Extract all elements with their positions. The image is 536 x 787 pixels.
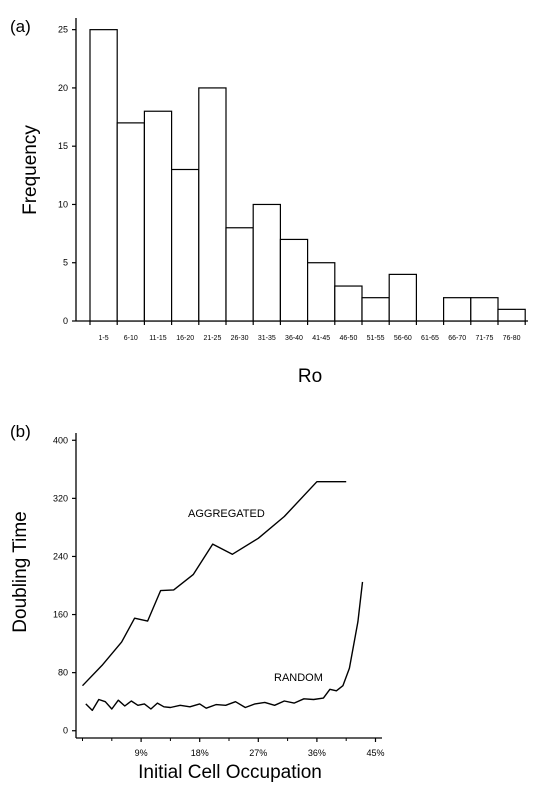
panel-b-x-tick-label: 18% (191, 748, 209, 758)
panel-a-y-tick-label: 25 (58, 25, 68, 35)
panel-a-bar-chart: (a) Frequency Ro 0 5 10 15 20 25 1-5 6-10 11-15… (10, 17, 528, 387)
series-line-random (85, 581, 364, 712)
bar-31-35 (252, 203, 281, 322)
panel-a-x-tick-label: 1-5 (99, 335, 109, 342)
panel-a-x-tick-label: 26-30 (231, 335, 249, 342)
panel-a-label: (a) (10, 17, 31, 36)
panel-a-x-tick-label: 16-20 (176, 335, 194, 342)
panel-a-x-tick-label: 31-35 (258, 335, 276, 342)
bar-56-60 (388, 273, 418, 322)
bar-26-30 (225, 227, 254, 322)
panel-b-y-tick-label: 320 (53, 493, 68, 503)
panel-b-x-tick-label: 36% (308, 748, 326, 758)
bar-16-20 (171, 168, 200, 322)
panel-b-y-tick-label: 240 (53, 551, 68, 561)
series-label-random: RANDOM (274, 672, 323, 684)
panel-b-x-axis-title: Initial Cell Occupation (138, 762, 322, 783)
panel-b-y-tick-label: 160 (53, 610, 68, 620)
bar-11-15 (143, 110, 173, 322)
panel-a-x-tick-label: 11-15 (149, 335, 166, 342)
bar-41-45 (307, 262, 336, 322)
panel-b-x-tick-label: 27% (249, 748, 267, 758)
panel-b-y-tick-label: 400 (53, 435, 68, 445)
panel-a-y-tick-label: 10 (58, 199, 68, 209)
bar-1-5 (89, 29, 118, 322)
series-label-aggregated: AGGREGATED (188, 508, 265, 520)
bar-66-70 (443, 297, 472, 322)
bar-36-40 (279, 238, 309, 322)
panel-a-y-axis-title: Frequency (20, 125, 41, 215)
panel-a-x-tick-label: 56-60 (394, 335, 412, 342)
panel-b-x-tick-label: 9% (135, 748, 148, 758)
panel-b-line-chart: (b) Doubling Time Initial Cell Occupatio… (10, 422, 384, 783)
bar-46-50 (334, 285, 363, 322)
panel-a-x-tick-label: 66-70 (448, 335, 466, 342)
panel-a-x-tick-label: 71-75 (475, 335, 493, 342)
bar-51-55 (361, 297, 390, 322)
panel-a-x-tick-label: 36-40 (285, 335, 303, 342)
bar-21-25 (198, 87, 227, 322)
bar-71-75 (470, 297, 499, 322)
panel-a-x-tick-label: 61-65 (421, 335, 439, 342)
panel-a-x-tick-label: 46-50 (339, 335, 357, 342)
panel-b-y-tick-label: 80 (58, 668, 68, 678)
bar-6-10 (116, 122, 145, 322)
panel-a-x-tick-label: 21-25 (203, 335, 221, 342)
panel-b-y-axis-title: Doubling Time (10, 511, 31, 632)
panel-a-y-tick-label: 15 (58, 141, 68, 151)
panel-a-x-tick-label: 76-80 (503, 335, 521, 342)
panel-a-x-axis-title: Ro (298, 366, 322, 387)
panel-a-y-tick-label: 20 (58, 83, 68, 93)
bar-76-80 (497, 308, 526, 322)
panel-a-y-tick-label: 5 (63, 258, 68, 268)
panel-b-label: (b) (10, 422, 31, 441)
panel-a-x-tick-label: 6-10 (124, 335, 138, 342)
panel-b-x-tick-label: 45% (366, 748, 384, 758)
panel-a-x-tick-label: 51-55 (367, 335, 385, 342)
series-line-aggregated (81, 481, 347, 687)
panel-a-x-tick-label: 41-45 (312, 335, 330, 342)
panel-a-y-tick-label: 0 (63, 316, 68, 326)
panel-b-y-tick-label: 0 (63, 726, 68, 736)
